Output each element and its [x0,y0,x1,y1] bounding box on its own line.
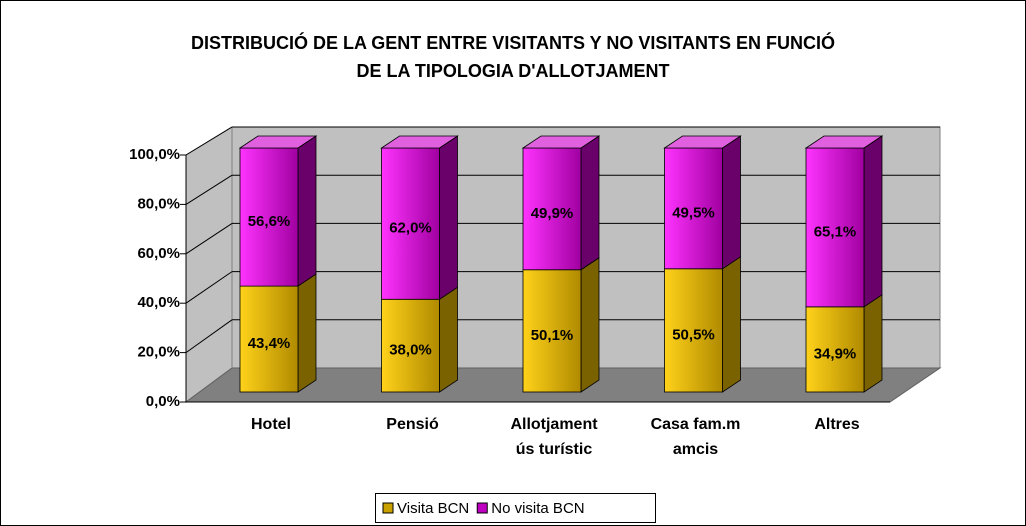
y-tick-label: 40,0% [137,294,180,311]
y-tick-label: 20,0% [137,344,180,361]
bar [522,147,582,271]
grid-line [185,126,233,156]
y-tick-label: 80,0% [137,195,180,212]
bar [239,285,299,393]
data-label: 65,1% [814,223,857,240]
data-label: 50,5% [672,326,715,343]
data-label: 34,9% [814,345,857,362]
bar-top [380,135,459,149]
bar-side [863,135,883,308]
grid-line [185,271,233,304]
x-tick-label: Hotel [251,416,291,433]
x-tick-label: ús turístic [516,441,593,458]
bar [805,147,865,308]
y-tick-label: 0,0% [146,393,180,410]
legend-swatch [476,502,488,514]
grid-line [185,222,233,255]
bar-side [439,135,458,301]
bar-top [663,135,742,149]
bar-side [297,135,317,287]
bar-top [521,135,601,149]
data-label: 56,6% [248,213,291,230]
x-tick-label: Altres [814,416,859,433]
bar [239,147,299,287]
bar [381,298,440,393]
bar [664,268,723,393]
bar-top [238,135,318,149]
bar [664,147,723,270]
legend-swatch [382,502,394,514]
chart-title: DISTRIBUCIÓ DE LA GENT ENTRE VISITANTS Y… [191,32,835,53]
chart-title: DE LA TIPOLOGIA D'ALLOTJAMENT [357,61,670,81]
bar-side [722,256,741,393]
bar-side [722,135,741,270]
legend-label: Visita BCN [397,500,469,517]
legend-label: No visita BCN [491,500,584,517]
bar-side [439,286,458,393]
bar [381,147,440,300]
data-label: 38,0% [389,342,432,359]
y-tick-label: 100,0% [129,146,180,163]
legend [375,493,656,523]
data-label: 49,9% [531,205,574,222]
data-label: 62,0% [389,220,432,237]
x-tick-label: Casa fam.m [651,416,741,433]
x-tick-label: Allotjament [510,416,598,433]
bar-top [804,135,884,149]
grid-line [185,174,233,205]
bar [805,306,865,393]
data-label: 50,1% [531,327,574,344]
x-tick-label: Pensió [386,416,439,433]
y-tick-label: 60,0% [137,245,180,262]
data-label: 49,5% [672,204,715,221]
bar-side [297,273,317,393]
bar-side [580,257,600,393]
bar-side [580,135,600,271]
x-tick-label: amcis [673,441,718,458]
bar [522,269,582,393]
data-label: 43,4% [248,335,291,352]
grid-line [185,319,233,354]
bar-side [863,294,883,393]
